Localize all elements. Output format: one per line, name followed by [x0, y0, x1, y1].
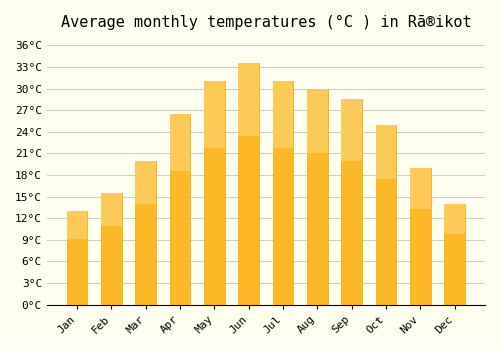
Bar — [342, 99, 362, 304]
Bar — [410, 168, 430, 209]
Bar — [101, 193, 121, 304]
Title: Average monthly temperatures (°C ) in Rā®ikot: Average monthly temperatures (°C ) in Rā… — [60, 15, 471, 30]
Bar — [67, 211, 87, 239]
Bar — [410, 168, 430, 304]
Bar — [204, 81, 225, 148]
Bar — [170, 114, 190, 304]
Bar — [273, 81, 293, 148]
Bar — [376, 125, 396, 178]
Bar — [307, 89, 328, 153]
Bar — [238, 63, 259, 136]
Bar — [101, 193, 121, 226]
Bar — [170, 114, 190, 171]
Bar — [136, 161, 156, 204]
Bar — [238, 63, 259, 305]
Bar — [204, 81, 225, 304]
Bar — [444, 204, 465, 304]
Bar — [67, 211, 87, 304]
Bar — [376, 125, 396, 304]
Bar — [342, 99, 362, 161]
Bar — [444, 204, 465, 234]
Bar — [307, 89, 328, 304]
Bar — [273, 81, 293, 304]
Bar — [136, 161, 156, 304]
